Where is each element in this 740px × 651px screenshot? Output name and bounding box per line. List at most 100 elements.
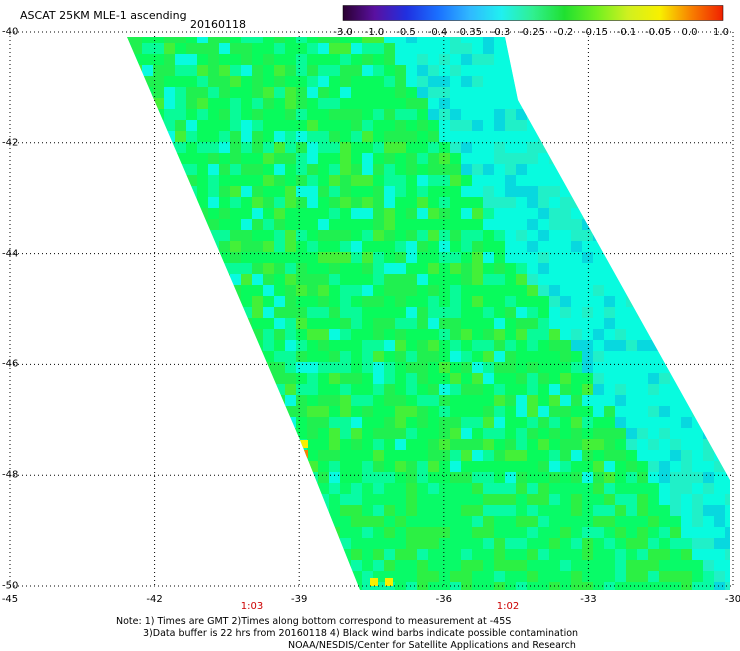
swath-cell (142, 318, 153, 329)
swath-cell (670, 428, 681, 439)
swath-cell (241, 329, 252, 340)
swath-cell (351, 582, 362, 590)
swath-cell (241, 252, 252, 263)
swath-cell (318, 571, 329, 582)
swath-cell (142, 527, 153, 538)
swath-cell (725, 384, 730, 395)
swath-cell (230, 516, 241, 527)
lon-label: -39 (291, 594, 308, 605)
swath-cell (626, 582, 637, 590)
swath-cell (241, 494, 252, 505)
swath-cell (725, 230, 730, 241)
swath-cell (516, 549, 527, 560)
swath-cell (604, 384, 615, 395)
swath-cell (406, 417, 417, 428)
swath-cell (450, 417, 461, 428)
swath-cell (274, 362, 285, 373)
swath-cell (461, 472, 472, 483)
swath-cell (648, 549, 659, 560)
swath-cell (362, 307, 373, 318)
swath-cell (186, 241, 197, 252)
swath-cell (615, 461, 626, 472)
swath-cell (505, 461, 516, 472)
swath-cell (615, 208, 626, 219)
swath-cell (593, 384, 604, 395)
swath-cell (164, 516, 175, 527)
swath-cell (582, 340, 593, 351)
swath-cell (307, 186, 318, 197)
swath-cell (219, 351, 230, 362)
lat-label: -42 (2, 137, 19, 149)
swath-cell (417, 208, 428, 219)
swath-cell (450, 98, 461, 109)
swath-cell (208, 560, 219, 571)
swath-cell (340, 527, 351, 538)
swath-cell (274, 538, 285, 549)
swath-cell (131, 37, 142, 43)
swath-cell (681, 142, 692, 153)
swath-cell (384, 505, 395, 516)
swath-cell (549, 516, 560, 527)
swath-cell (593, 560, 604, 571)
swath-cell (571, 538, 582, 549)
swath-cell (307, 318, 318, 329)
swath-cell (494, 417, 505, 428)
swath-cell (307, 296, 318, 307)
swath-cell (527, 307, 538, 318)
swath-cell (692, 527, 703, 538)
swath-cell (230, 384, 241, 395)
swath-cell (131, 175, 142, 186)
swath-cell (219, 494, 230, 505)
swath-cell (681, 219, 692, 230)
swath-cell (681, 263, 692, 274)
swath-cell (307, 384, 318, 395)
swath-cell (219, 549, 230, 560)
swath-cell (164, 54, 175, 65)
swath-cell (127, 373, 131, 384)
swath-cell (549, 263, 560, 274)
swath-cell (571, 373, 582, 384)
swath-cell (340, 505, 351, 516)
swath-cell (153, 37, 164, 43)
swath-cell (681, 98, 692, 109)
swath-cell (340, 87, 351, 98)
swath-cell (406, 351, 417, 362)
swath-cell (505, 505, 516, 516)
swath-cell (142, 65, 153, 76)
swath-cell (406, 395, 417, 406)
swath-cell (351, 527, 362, 538)
swath-cell (681, 87, 692, 98)
swath-cell (131, 54, 142, 65)
swath-cell (362, 351, 373, 362)
swath-cell (560, 439, 571, 450)
swath-cell (681, 461, 692, 472)
swath-cell (428, 307, 439, 318)
swath-cell (197, 197, 208, 208)
swath-cell (472, 186, 483, 197)
swath-cell (296, 527, 307, 538)
swath-cell (127, 318, 131, 329)
swath-cell (670, 65, 681, 76)
swath-cell (560, 318, 571, 329)
swath-cell (208, 571, 219, 582)
swath-cell (615, 351, 626, 362)
swath-cell (296, 43, 307, 54)
swath-cell (175, 549, 186, 560)
swath-cell (692, 560, 703, 571)
swath-cell (483, 263, 494, 274)
swath-cell (483, 230, 494, 241)
swath-cell (307, 494, 318, 505)
swath-cell (373, 494, 384, 505)
swath-cell (472, 483, 483, 494)
swath-cell (175, 351, 186, 362)
swath-cell (450, 76, 461, 87)
swath-cell (186, 494, 197, 505)
swath-cell (483, 571, 494, 582)
swath-cell (516, 329, 527, 340)
swath-cell (219, 417, 230, 428)
swath-cell (362, 241, 373, 252)
swath-cell (505, 472, 516, 483)
swath-cell (571, 505, 582, 516)
swath-cell (516, 417, 527, 428)
swath-cell (296, 120, 307, 131)
